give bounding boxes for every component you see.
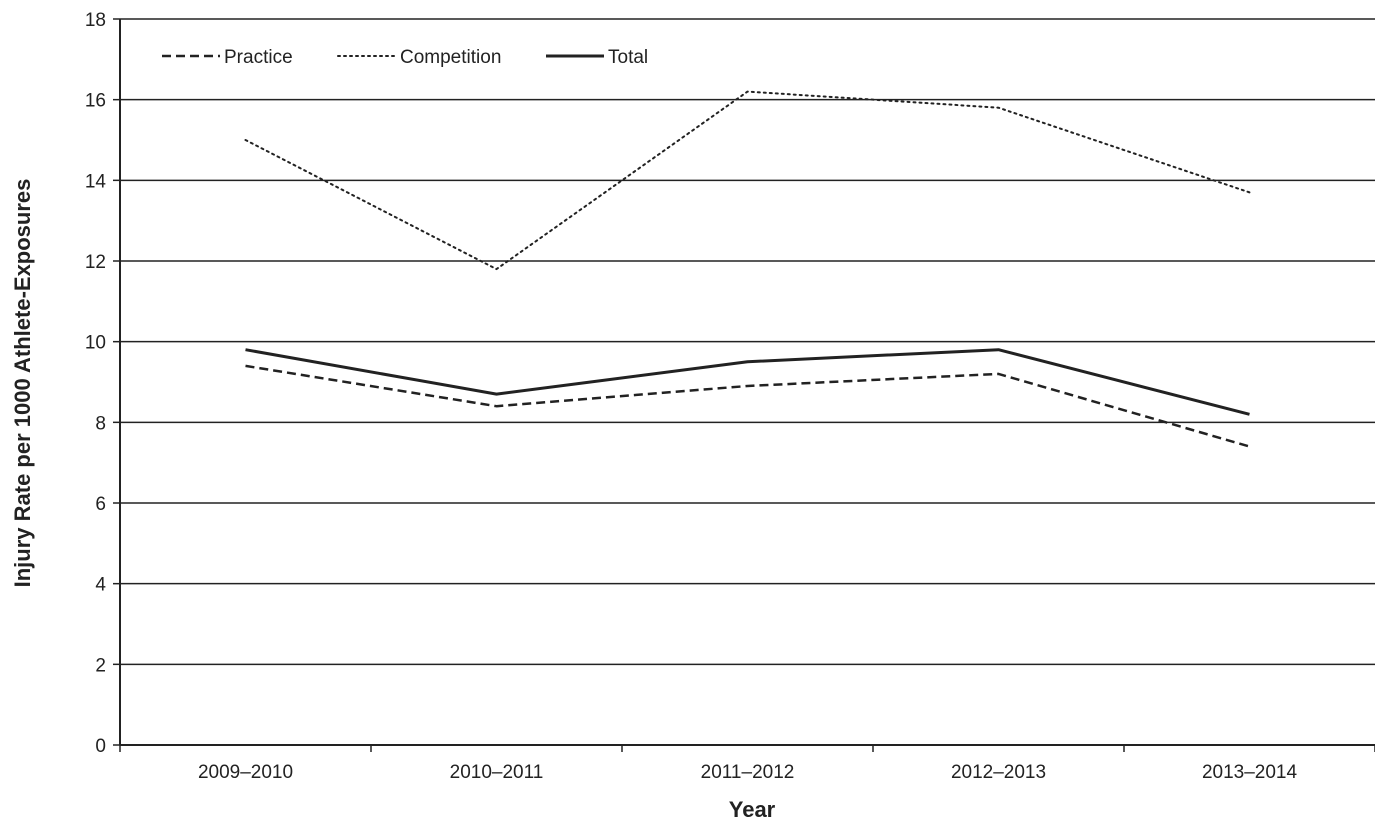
legend-label: Competition: [400, 47, 501, 68]
y-tick-label: 2: [95, 655, 106, 676]
x-tick-label: 2011–2012: [701, 762, 795, 783]
legend-label: Practice: [224, 47, 293, 68]
x-axis-title: Year: [729, 797, 776, 822]
y-tick-label: 16: [85, 91, 106, 112]
y-tick-label: 14: [85, 171, 107, 192]
y-tick-label: 8: [95, 413, 106, 434]
y-tick-label: 10: [85, 333, 106, 354]
y-tick-label: 6: [95, 494, 106, 515]
x-tick-label: 2012–2013: [951, 762, 1046, 783]
x-tick-label: 2013–2014: [1202, 762, 1298, 783]
y-axis-title: Injury Rate per 1000 Athlete-Exposures: [10, 179, 35, 588]
y-tick-label: 0: [95, 736, 106, 757]
y-tick-label: 12: [85, 252, 106, 273]
series-lines: [244, 90, 1251, 448]
gridlines: [120, 18, 1375, 666]
x-tick-label: 2009–2010: [198, 762, 293, 783]
y-tick-label: 18: [85, 10, 106, 31]
series-line-total: [245, 348, 1250, 416]
y-tick-label: 4: [95, 575, 106, 596]
legend-item-practice: Practice: [162, 47, 293, 68]
legend-label: Total: [608, 47, 648, 68]
axes: 0 2 4 6 8 10 12 14 16 18 2009–2010 2010–2011 2011–20…: [85, 10, 1375, 783]
series-line-practice: [245, 364, 1250, 448]
x-tick-label: 2010–2011: [450, 762, 544, 783]
series-line-competition: [244, 90, 1251, 271]
legend-item-total: Total: [546, 47, 648, 68]
legend-item-competition: Competition: [337, 47, 501, 68]
legend: Practice Competition Total: [162, 47, 648, 68]
